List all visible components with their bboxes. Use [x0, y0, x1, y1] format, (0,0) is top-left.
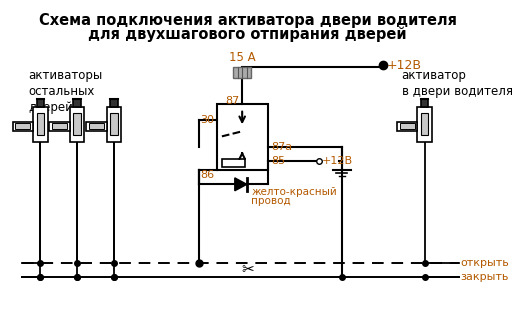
Bar: [13, 122, 33, 131]
Bar: [49, 122, 70, 131]
Bar: [110, 113, 118, 136]
Text: для двухшагового отпирания дверей: для двухшагового отпирания дверей: [88, 27, 407, 42]
Bar: [86, 122, 107, 131]
Bar: [418, 107, 432, 142]
Text: 86: 86: [200, 170, 215, 181]
Text: 15 А: 15 А: [229, 51, 256, 64]
Bar: [397, 122, 418, 131]
Text: 87: 87: [225, 96, 239, 106]
Bar: [36, 99, 44, 107]
Text: 85: 85: [271, 156, 285, 166]
Text: открыть: открыть: [461, 258, 510, 268]
Bar: [89, 123, 104, 129]
Bar: [52, 123, 67, 129]
Bar: [110, 99, 118, 107]
Text: провод: провод: [251, 196, 291, 206]
Text: активаторы
остальных
дверей: активаторы остальных дверей: [28, 69, 103, 114]
Bar: [233, 67, 251, 78]
Text: 30: 30: [200, 115, 215, 125]
Bar: [15, 123, 30, 129]
Text: +12В: +12В: [321, 156, 352, 166]
Bar: [36, 113, 44, 136]
Polygon shape: [235, 178, 247, 191]
Bar: [222, 159, 245, 167]
Text: активатор
в двери водителя: активатор в двери водителя: [402, 69, 513, 98]
Bar: [33, 107, 47, 142]
Bar: [107, 107, 122, 142]
Text: закрыть: закрыть: [461, 271, 509, 282]
Text: ✂: ✂: [241, 262, 254, 277]
Text: 87а: 87а: [271, 142, 292, 152]
Bar: [70, 107, 85, 142]
Text: +12В: +12В: [387, 59, 422, 72]
Bar: [217, 104, 268, 170]
Bar: [400, 123, 414, 129]
Bar: [421, 99, 429, 107]
Bar: [421, 113, 429, 136]
Bar: [74, 113, 81, 136]
Text: желто-красный: желто-красный: [251, 187, 337, 197]
Bar: [74, 99, 81, 107]
Text: Схема подключения активатора двери водителя: Схема подключения активатора двери водит…: [39, 13, 457, 28]
